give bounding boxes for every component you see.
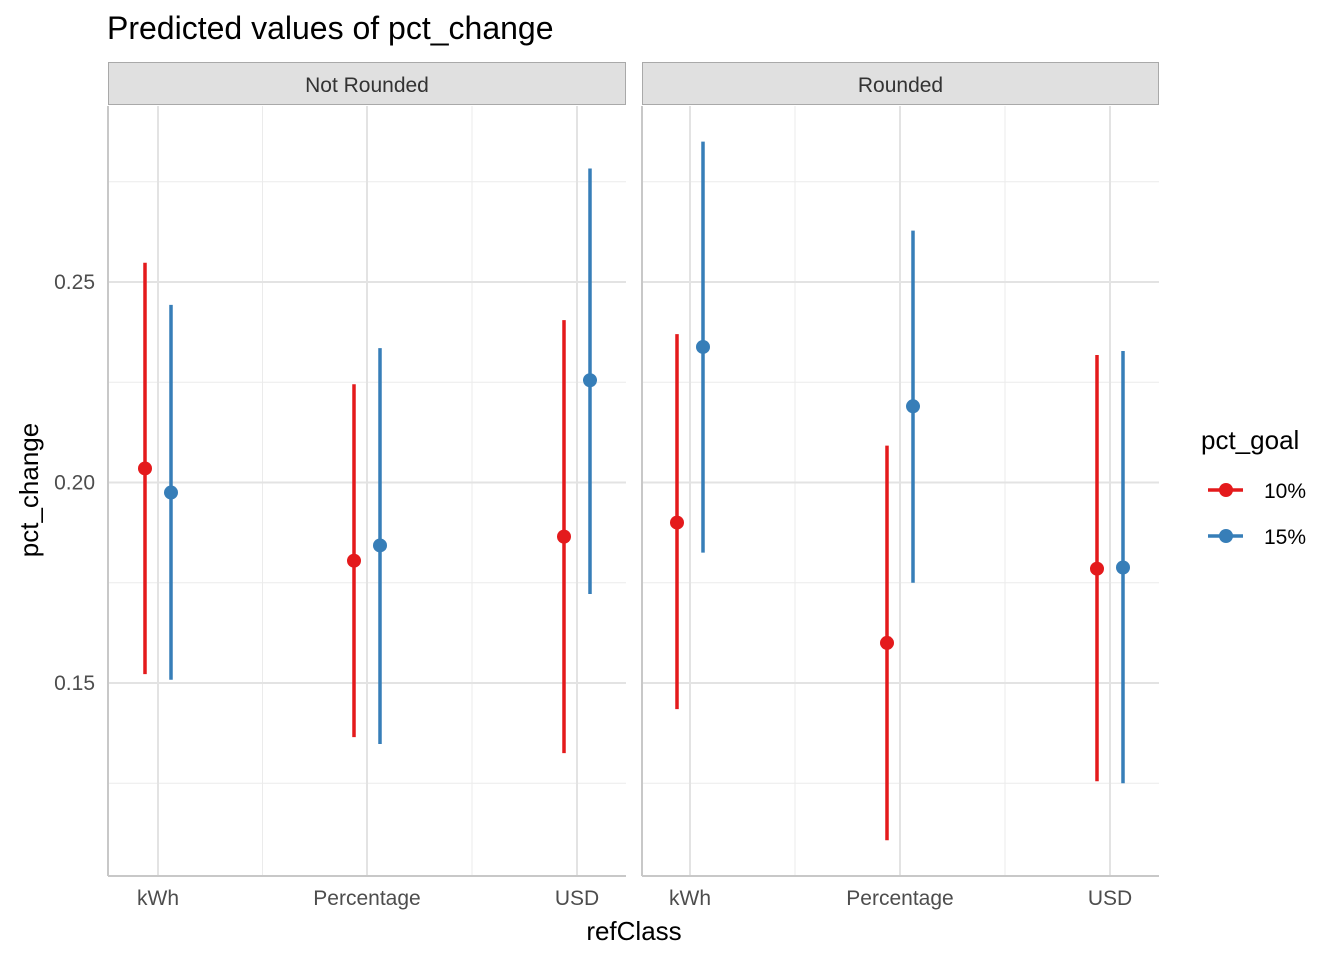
x-tick-label: USD (555, 887, 599, 910)
legend-title: pct_goal (1201, 425, 1299, 455)
legend-label: 15% (1264, 526, 1306, 549)
data-point (1116, 560, 1130, 575)
data-point (583, 373, 597, 388)
legend-key-point (1219, 483, 1233, 497)
data-point (1090, 561, 1104, 576)
y-tick-label: 0.15 (54, 672, 95, 695)
facet-strip-label: Not Rounded (305, 74, 429, 97)
chart-title: Predicted values of pct_change (107, 10, 554, 46)
facet-strip (108, 62, 626, 105)
legend-key-point (1219, 529, 1233, 543)
data-point (138, 461, 152, 476)
facet-panel: Rounded kWh Percentage USD (641, 62, 1159, 910)
data-point (696, 339, 710, 354)
legend: pct_goal 10% 15% (1201, 425, 1306, 549)
y-tick-label: 0.25 (54, 271, 95, 294)
facet-strip (642, 62, 1159, 105)
facet-strip-label: Rounded (858, 74, 943, 97)
x-tick-label: Percentage (846, 887, 953, 910)
x-axis-title: refClass (586, 916, 681, 946)
y-tick-label: 0.20 (54, 472, 95, 495)
data-point (347, 553, 361, 568)
facet-panels: Not Rounded kWh Percentage USD Rounded kWh Per… (54, 62, 1159, 910)
data-point (670, 515, 684, 530)
x-tick-label: kWh (669, 887, 711, 910)
data-point (164, 485, 178, 500)
x-tick-label: kWh (137, 887, 179, 910)
y-axis-title: pct_change (14, 423, 44, 557)
data-point (906, 399, 920, 414)
data-point (373, 538, 387, 553)
facet-panel: Not Rounded kWh Percentage USD (107, 62, 626, 910)
data-point (557, 529, 571, 544)
x-tick-label: USD (1088, 887, 1132, 910)
legend-label: 10% (1264, 480, 1306, 503)
data-point (880, 635, 894, 650)
x-tick-label: Percentage (313, 887, 420, 910)
